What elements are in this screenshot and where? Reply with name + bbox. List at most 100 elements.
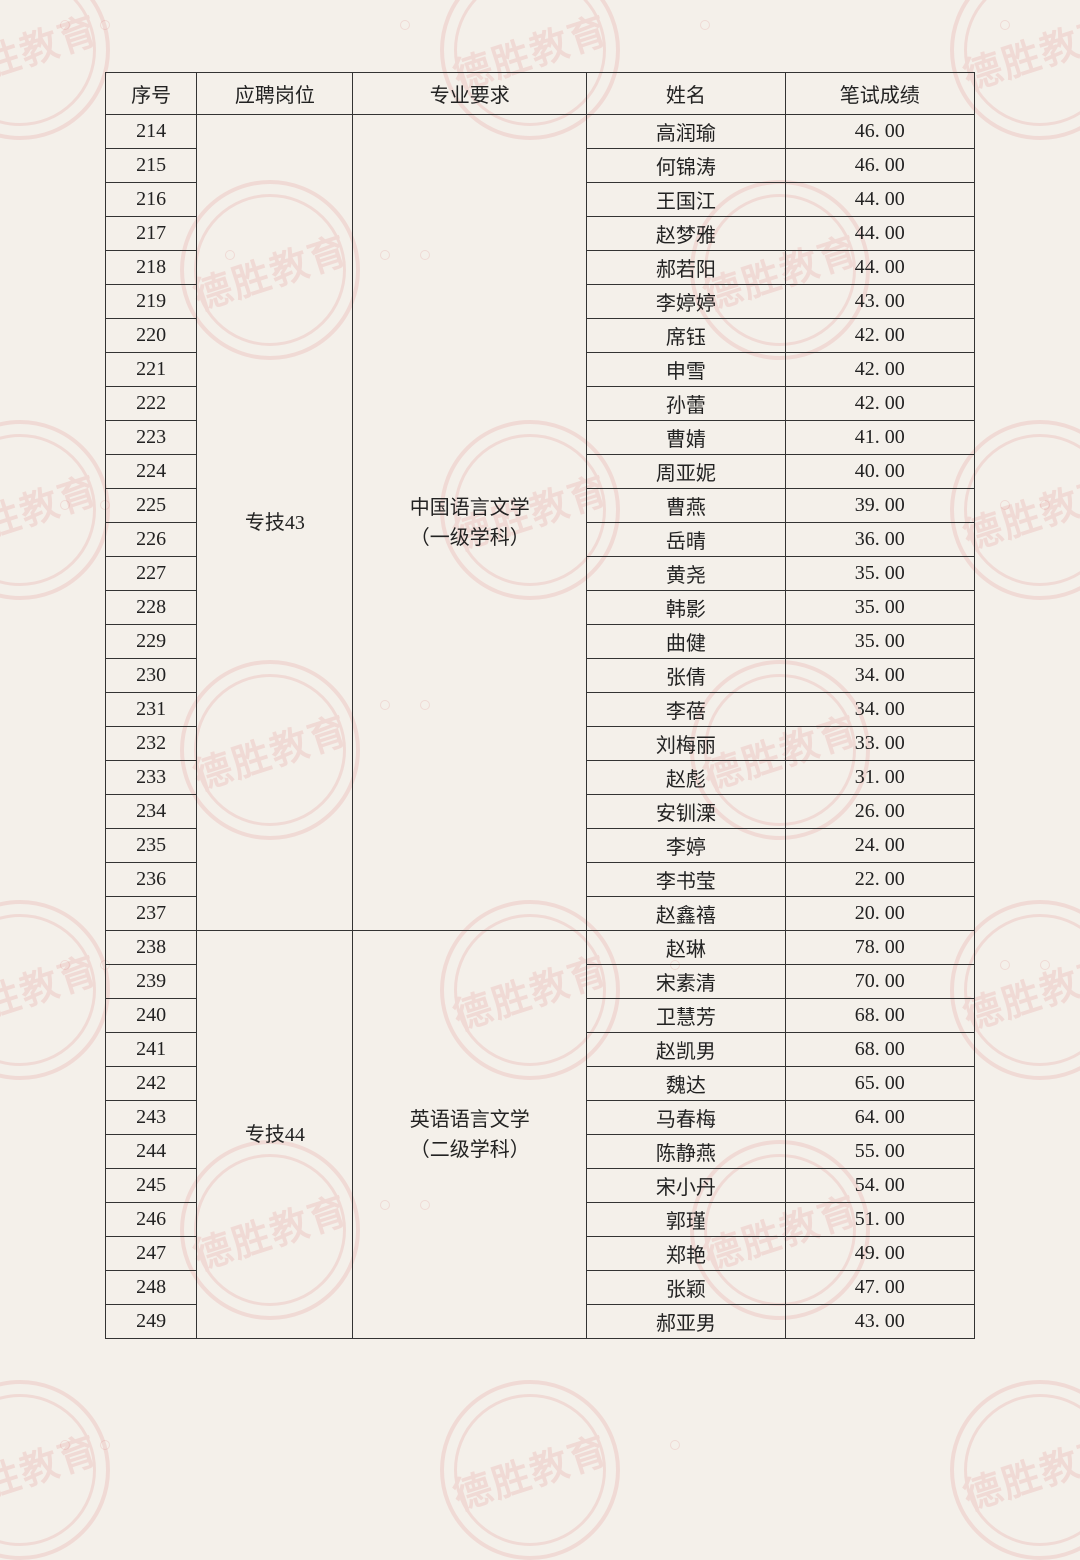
cell-name: 何锦涛 [587,149,785,183]
cell-name: 马春梅 [587,1101,785,1135]
watermark-seal: 德胜教育 [440,1380,620,1560]
cell-name: 王国江 [587,183,785,217]
cell-seq: 236 [106,863,197,897]
cell-score: 42. 00 [785,319,974,353]
decorative-dot [60,960,70,970]
cell-score: 22. 00 [785,863,974,897]
watermark-seal: 德胜教育 [0,1380,110,1560]
cell-name: 李书莹 [587,863,785,897]
cell-major-merged: 英语语言文学 （二级学科） [353,931,587,1339]
cell-seq: 223 [106,421,197,455]
cell-name: 赵梦雅 [587,217,785,251]
watermark-seal: 德胜教育 [950,1380,1080,1560]
cell-seq: 242 [106,1067,197,1101]
cell-name: 孙蕾 [587,387,785,421]
cell-score: 42. 00 [785,387,974,421]
cell-seq: 243 [106,1101,197,1135]
cell-score: 20. 00 [785,897,974,931]
decorative-dot [1000,500,1010,510]
cell-seq: 238 [106,931,197,965]
decorative-dot [1040,960,1050,970]
cell-name: 曹婧 [587,421,785,455]
cell-score: 24. 00 [785,829,974,863]
cell-seq: 227 [106,557,197,591]
decorative-dot [100,1440,110,1450]
decorative-dot [60,500,70,510]
cell-score: 39. 00 [785,489,974,523]
cell-name: 岳晴 [587,523,785,557]
cell-seq: 241 [106,1033,197,1067]
cell-name: 郭瑾 [587,1203,785,1237]
watermark-seal: 德胜教育 [0,420,110,600]
cell-seq: 220 [106,319,197,353]
cell-seq: 234 [106,795,197,829]
cell-score: 44. 00 [785,251,974,285]
cell-name: 郝亚男 [587,1305,785,1339]
cell-name: 李婷婷 [587,285,785,319]
decorative-dot [1000,960,1010,970]
cell-name: 魏达 [587,1067,785,1101]
header-seq: 序号 [106,73,197,115]
table-row: 214专技43中国语言文学（一级学科）高润瑜46. 00 [106,115,975,149]
cell-name: 刘梅丽 [587,727,785,761]
header-major: 专业要求 [353,73,587,115]
cell-name: 李蓓 [587,693,785,727]
decorative-dot [60,1440,70,1450]
header-score: 笔试成绩 [785,73,974,115]
cell-major-merged: 中国语言文学（一级学科） [353,115,587,931]
cell-name: 黄尧 [587,557,785,591]
header-position: 应聘岗位 [197,73,353,115]
cell-score: 44. 00 [785,183,974,217]
cell-score: 65. 00 [785,1067,974,1101]
decorative-dot [400,20,410,30]
cell-seq: 216 [106,183,197,217]
cell-score: 68. 00 [785,999,974,1033]
cell-score: 49. 00 [785,1237,974,1271]
decorative-dot [700,20,710,30]
cell-name: 卫慧芳 [587,999,785,1033]
watermark-seal: 德胜教育 [0,0,110,140]
cell-score: 78. 00 [785,931,974,965]
cell-name: 张颖 [587,1271,785,1305]
watermark-seal: 德胜教育 [0,900,110,1080]
cell-seq: 222 [106,387,197,421]
cell-score: 43. 00 [785,285,974,319]
cell-seq: 247 [106,1237,197,1271]
cell-seq: 239 [106,965,197,999]
cell-score: 35. 00 [785,591,974,625]
results-table-container: 序号 应聘岗位 专业要求 姓名 笔试成绩 214专技43中国语言文学（一级学科）… [105,72,975,1339]
cell-seq: 246 [106,1203,197,1237]
cell-name: 曹燕 [587,489,785,523]
cell-score: 33. 00 [785,727,974,761]
cell-name: 曲健 [587,625,785,659]
cell-score: 54. 00 [785,1169,974,1203]
header-name: 姓名 [587,73,785,115]
cell-name: 席钰 [587,319,785,353]
cell-seq: 233 [106,761,197,795]
cell-seq: 219 [106,285,197,319]
decorative-dot [1040,500,1050,510]
cell-seq: 235 [106,829,197,863]
cell-name: 郝若阳 [587,251,785,285]
cell-score: 26. 00 [785,795,974,829]
cell-score: 35. 00 [785,625,974,659]
major-line1: 英语语言文学 [410,1109,530,1131]
cell-score: 47. 00 [785,1271,974,1305]
major-line2: （二级学科） [353,1135,586,1165]
cell-seq: 226 [106,523,197,557]
cell-seq: 228 [106,591,197,625]
cell-seq: 230 [106,659,197,693]
cell-name: 李婷 [587,829,785,863]
cell-seq: 231 [106,693,197,727]
cell-seq: 217 [106,217,197,251]
cell-seq: 214 [106,115,197,149]
cell-seq: 240 [106,999,197,1033]
cell-score: 35. 00 [785,557,974,591]
cell-name: 韩影 [587,591,785,625]
cell-seq: 249 [106,1305,197,1339]
cell-seq: 232 [106,727,197,761]
cell-seq: 229 [106,625,197,659]
decorative-dot [60,20,70,30]
cell-score: 42. 00 [785,353,974,387]
cell-score: 34. 00 [785,693,974,727]
